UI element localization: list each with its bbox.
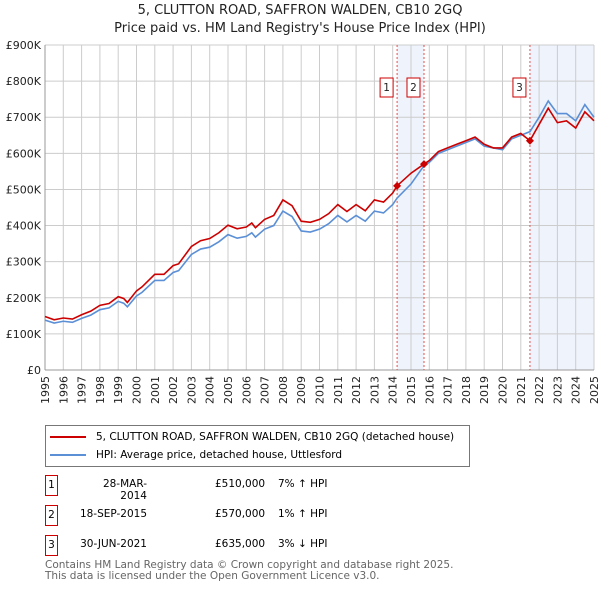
- x-tick-label: 2002: [167, 376, 180, 404]
- sale-number-badge: 2: [45, 505, 58, 526]
- x-tick-label: 2000: [131, 376, 144, 404]
- legend-item-property: 5, CLUTTON ROAD, SAFFRON WALDEN, CB10 2G…: [50, 429, 454, 445]
- footer: Contains HM Land Registry data © Crown c…: [45, 560, 453, 582]
- x-tick-label: 2010: [314, 376, 327, 404]
- x-tick-label: 2011: [332, 376, 345, 404]
- x-tick-label: 2016: [423, 376, 436, 404]
- chart-subtitle: Price paid vs. HM Land Registry's House …: [114, 21, 486, 36]
- y-tick-label: £300K: [6, 256, 42, 269]
- x-tick-label: 2017: [442, 376, 455, 404]
- x-tick-label: 2023: [551, 376, 564, 404]
- y-tick-label: £700K: [6, 111, 42, 124]
- sale-hpi-diff: 3% ↓ HPI: [278, 538, 328, 550]
- legend-label: HPI: Average price, detached house, Uttl…: [96, 449, 343, 461]
- legend-label: 5, CLUTTON ROAD, SAFFRON WALDEN, CB10 2G…: [96, 431, 455, 443]
- plot-area: £0 £100K £200K £300K £400K £500K £600K £700K £80…: [6, 39, 600, 404]
- y-tick-label: £600K: [6, 147, 42, 160]
- x-tick-label: 2014: [387, 376, 400, 404]
- sale-date: 18-SEP-2015: [79, 508, 147, 520]
- x-tick-label: 2009: [295, 376, 308, 404]
- x-tick-label: 1996: [57, 376, 70, 404]
- shaded-period: [529, 45, 594, 370]
- x-tick-label: 2018: [460, 376, 473, 404]
- x-tick-label: 1999: [112, 376, 125, 404]
- x-tick-label: 2003: [185, 376, 198, 404]
- x-tick-label: 2019: [478, 376, 491, 404]
- y-tick-label: £0: [27, 364, 41, 377]
- sale-badge-label: 1: [383, 82, 390, 94]
- legend-item-hpi: HPI: Average price, detached house, Uttl…: [50, 447, 342, 463]
- property-series-line: [44, 106, 595, 321]
- sale-hpi-diff: 7% ↑ HPI: [278, 478, 328, 490]
- sale-badge: [406, 77, 421, 98]
- sale-point: [393, 181, 402, 190]
- y-tick-label: £200K: [6, 292, 42, 305]
- sale-row: 3 30-JUN-2021 £635,000 3% ↓ HPI: [45, 535, 445, 557]
- sale-price: £570,000: [215, 508, 266, 520]
- sale-point: [525, 136, 534, 145]
- sale-badge: [512, 77, 527, 98]
- x-tick-label: 2005: [222, 376, 235, 404]
- x-tick-label: 2012: [350, 376, 363, 404]
- footer-line: Contains HM Land Registry data © Crown c…: [45, 559, 454, 571]
- chart-title: 5, CLUTTON ROAD, SAFFRON WALDEN, CB10 2G…: [137, 3, 463, 18]
- x-tick-label: 2022: [533, 376, 546, 404]
- x-tick-label: 2020: [497, 376, 510, 404]
- legend-swatch: [50, 454, 86, 456]
- sale-badge-label: 3: [516, 82, 523, 94]
- sale-date: 28-MAR-2014: [102, 478, 147, 502]
- x-tick-label: 2001: [149, 376, 162, 404]
- x-tick-label: 2021: [515, 376, 528, 404]
- sale-number-badge: 3: [45, 535, 58, 556]
- footer-line: This data is licensed under the Open Gov…: [45, 570, 380, 582]
- x-tick-label: 2007: [259, 376, 272, 404]
- y-tick-label: £400K: [6, 220, 42, 233]
- sale-point: [419, 160, 428, 169]
- sale-hpi-diff: 1% ↑ HPI: [278, 508, 328, 520]
- x-tick-label: 2006: [240, 376, 253, 404]
- x-tick-label: 2008: [277, 376, 290, 404]
- x-tick-label: 2004: [204, 376, 217, 404]
- legend: 5, CLUTTON ROAD, SAFFRON WALDEN, CB10 2G…: [45, 425, 470, 467]
- sale-number-badge: 1: [45, 475, 58, 496]
- sale-price: £510,000: [215, 478, 266, 490]
- x-tick-label: 1997: [76, 376, 89, 404]
- x-tick-label: 2013: [368, 376, 381, 404]
- sale-price: £635,000: [215, 538, 266, 550]
- y-tick-label: £800K: [6, 75, 42, 88]
- sale-date: 30-JUN-2021: [80, 538, 147, 550]
- y-tick-label: £500K: [6, 183, 42, 196]
- hpi-series-line: [44, 99, 595, 324]
- sale-row: 1 28-MAR-2014 £510,000 7% ↑ HPI: [45, 475, 445, 502]
- x-tick-label: 2015: [405, 376, 418, 404]
- y-tick-label: £100K: [6, 328, 42, 341]
- x-tick-label: 1995: [39, 376, 52, 404]
- legend-swatch: [50, 436, 86, 438]
- x-tick-label: 2024: [570, 376, 583, 404]
- y-tick-label: £900K: [6, 39, 42, 52]
- sale-badge-label: 2: [410, 82, 417, 94]
- x-tick-label: 1998: [94, 376, 107, 404]
- sale-badge: [379, 77, 394, 98]
- x-tick-label: 2025: [588, 376, 600, 404]
- sale-row: 2 18-SEP-2015 £570,000 1% ↑ HPI: [45, 505, 445, 527]
